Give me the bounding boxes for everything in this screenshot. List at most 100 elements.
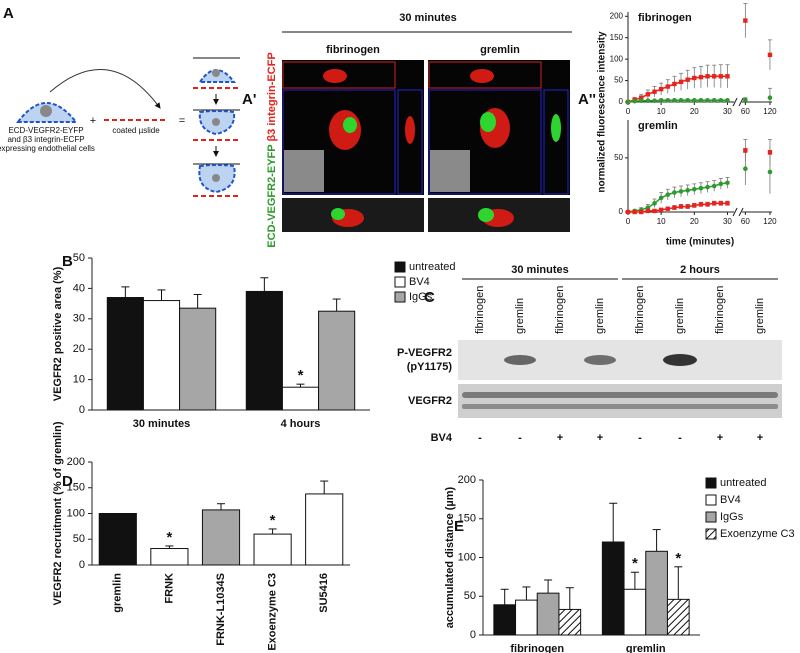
- point: [743, 18, 748, 23]
- signal: [480, 112, 496, 132]
- treatment-sign: -: [638, 432, 642, 444]
- point: [767, 169, 773, 175]
- bar: [666, 598, 690, 636]
- treatment-sign: -: [478, 432, 482, 444]
- point: [652, 208, 657, 214]
- plus: +: [90, 115, 96, 127]
- lane-label: fibrinogen: [634, 286, 646, 334]
- chart-title: fibrinogen: [638, 12, 692, 24]
- bar: [558, 608, 582, 636]
- bar: [253, 533, 292, 566]
- legend-label: BV4: [720, 494, 741, 506]
- panel-label: E: [454, 518, 464, 535]
- bar: [201, 509, 241, 566]
- error-bar: [268, 528, 277, 535]
- point: [692, 75, 697, 81]
- bar: [601, 541, 625, 636]
- row-label: (pY1175): [407, 361, 453, 373]
- point: [678, 79, 684, 85]
- lane-label: gremlin: [674, 298, 686, 334]
- point: [625, 209, 631, 215]
- y-tick-label: 200: [610, 11, 624, 20]
- point: [718, 97, 724, 103]
- y-tick-label: 50: [73, 252, 85, 264]
- lane-label: gremlin: [594, 298, 606, 334]
- x-tick-label: FRNK-L1034S: [215, 573, 227, 646]
- point: [692, 203, 697, 208]
- y-axis-label: VEGFR2 positive area (%): [52, 266, 64, 401]
- point: [698, 185, 704, 191]
- y-axis-label: normalized fluorescence intensity: [597, 31, 608, 193]
- frame: [428, 61, 542, 89]
- point: [639, 209, 644, 215]
- point: [665, 97, 671, 103]
- point: [672, 81, 677, 87]
- microscopy: 30 minutes fibrinogen gremlin ECD-VEGFR2…: [266, 12, 572, 248]
- point: [678, 189, 684, 194]
- annotation: *: [675, 550, 681, 567]
- axis-break: [738, 207, 744, 217]
- y-tick-label: 30: [73, 313, 85, 325]
- point: [658, 195, 664, 201]
- error-bar: [332, 298, 341, 312]
- legend-label: untreated: [409, 261, 455, 273]
- bar: [515, 599, 538, 636]
- column-label: gremlin: [480, 44, 520, 56]
- legend-swatch: [705, 494, 717, 506]
- panel-label: B: [62, 253, 73, 270]
- y-tick-label: 50: [73, 533, 85, 545]
- point: [625, 99, 631, 105]
- nucleus: [212, 69, 220, 77]
- axis-break: [732, 207, 738, 217]
- point: [718, 201, 724, 206]
- nucleus: [40, 105, 52, 117]
- x-tick-label: gremlin: [626, 643, 666, 653]
- error-bar: [320, 480, 329, 494]
- bar: [623, 588, 647, 636]
- point: [639, 95, 644, 100]
- bar: [318, 310, 356, 411]
- legend-swatch: [705, 511, 717, 523]
- point: [672, 190, 677, 195]
- x-tick-label: 120: [763, 217, 777, 226]
- y-tick-label: 200: [458, 474, 476, 486]
- point: [767, 95, 773, 101]
- y-tick-label: 200: [67, 456, 85, 468]
- error-bar: [296, 383, 305, 388]
- bar: [281, 386, 320, 411]
- point: [692, 97, 697, 103]
- error-bar: [630, 571, 639, 590]
- lane-label: gremlin: [754, 298, 766, 334]
- bar: [142, 300, 181, 411]
- annotation: *: [298, 367, 304, 384]
- x-tick-label: 10: [657, 107, 666, 116]
- x-tick-label: 0: [626, 217, 631, 226]
- row-label: VEGFR2: [408, 395, 452, 407]
- point: [678, 97, 684, 103]
- point: [658, 97, 664, 103]
- point: [705, 74, 710, 79]
- panel-label: D: [62, 473, 73, 490]
- x-tick-label: 120: [763, 107, 777, 116]
- signal: [478, 208, 494, 222]
- row-label: P-VEGFR2: [397, 347, 452, 359]
- bar: [536, 592, 560, 636]
- legend-label: Exoenzyme C3: [720, 528, 795, 540]
- group-label: 30 minutes: [511, 264, 568, 276]
- nucleus: [212, 118, 220, 126]
- treatment-sign: +: [757, 432, 763, 444]
- y-tick-label: 150: [458, 513, 476, 525]
- column-label: fibrinogen: [326, 44, 380, 56]
- band: [462, 404, 778, 409]
- point: [665, 192, 671, 197]
- x-tick-label: SU5416: [318, 573, 330, 613]
- bar: [179, 307, 217, 411]
- error-bar: [121, 286, 130, 298]
- legend-swatch: [705, 528, 717, 540]
- x-tick-label: 60: [741, 217, 750, 226]
- legend-label: BV4: [409, 276, 430, 288]
- point: [665, 84, 670, 89]
- frame: [543, 89, 569, 195]
- y-tick-label: 150: [67, 482, 85, 494]
- point: [698, 97, 704, 103]
